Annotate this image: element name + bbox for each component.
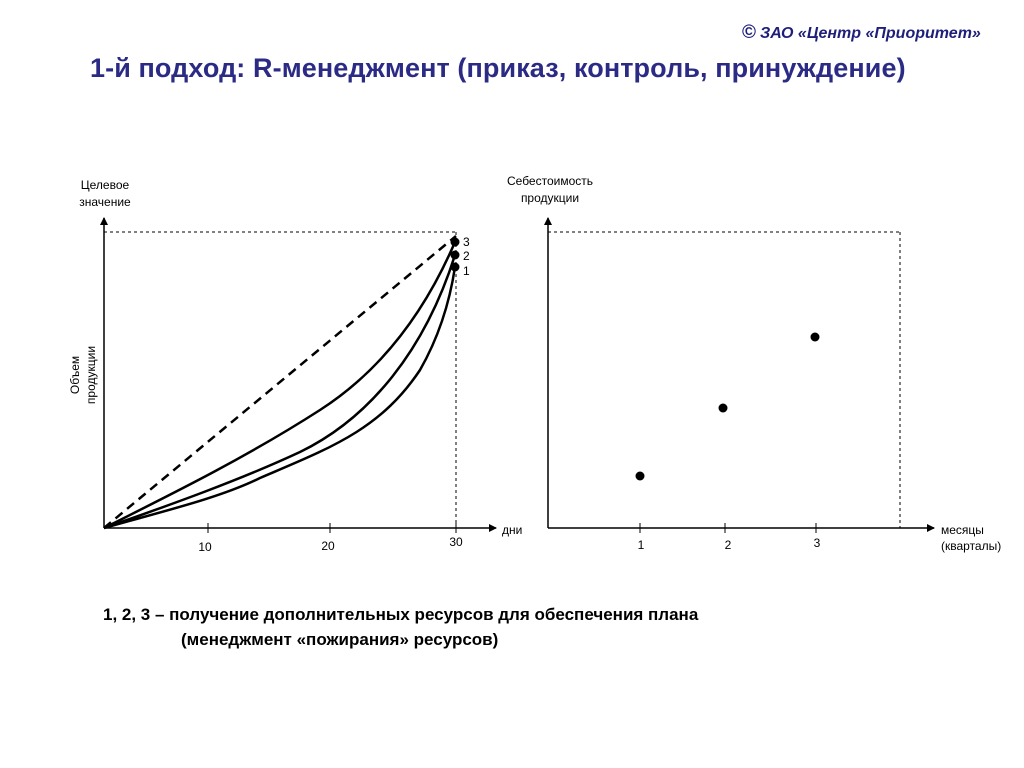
curve-1 [103, 266, 457, 530]
left-x-tick-label-10: 10 [198, 540, 212, 554]
left-x-tick-label-30: 30 [449, 535, 463, 549]
caption: 1, 2, 3 – получение дополнительных ресур… [103, 602, 698, 652]
left-y-side-label-line1: Объем [68, 356, 82, 394]
curve-1-endpoint [450, 262, 460, 272]
right-x-tick-label-3: 3 [814, 536, 821, 550]
left-x-axis-label: дни [502, 523, 522, 537]
right-x-tick-label-1: 1 [638, 538, 645, 552]
left-y-top-label-line2: значение [79, 195, 131, 209]
right-point-1 [635, 471, 645, 481]
right-point-2 [718, 403, 728, 413]
left-chart: 3 2 1 10 20 30 дни Целевое значение Объе… [68, 178, 522, 554]
right-point-3 [810, 332, 820, 342]
right-y-label-line1: Себестоимость [507, 174, 593, 188]
left-y-top-label-line1: Целевое [81, 178, 130, 192]
slide-title: 1-й подход: R-менеджмент (приказ, контро… [90, 53, 906, 83]
right-x-axis-label-line1: месяцы [941, 523, 984, 537]
left-plan-diagonal [103, 235, 457, 529]
left-x-tick-label-20: 20 [321, 539, 335, 553]
left-y-side-label-line2: продукции [84, 346, 98, 404]
right-x-axis-label-line2: (кварталы) [941, 539, 1001, 553]
curve-2 [103, 254, 457, 530]
curve-label-1: 1 [463, 264, 470, 278]
caption-line1: 1, 2, 3 – получение дополнительных ресур… [103, 605, 699, 624]
curve-label-3: 3 [463, 235, 470, 249]
curve-label-2: 2 [463, 249, 470, 263]
copyright-notice: © ЗАО «Центр «Приоритет» [742, 22, 981, 44]
copyright-symbol: © [742, 22, 756, 43]
caption-line2: (менеджмент «пожирания» ресурсов) [181, 630, 499, 649]
curve-3 [103, 241, 457, 530]
right-chart: 1 2 3 месяцы (кварталы) Себестоимость пр… [507, 174, 1001, 553]
curve-3-endpoint [450, 237, 460, 247]
copyright-text: ЗАО «Центр «Приоритет» [760, 25, 981, 42]
right-x-tick-label-2: 2 [725, 538, 732, 552]
right-y-label-line2: продукции [521, 191, 579, 205]
curve-2-endpoint [450, 250, 460, 260]
